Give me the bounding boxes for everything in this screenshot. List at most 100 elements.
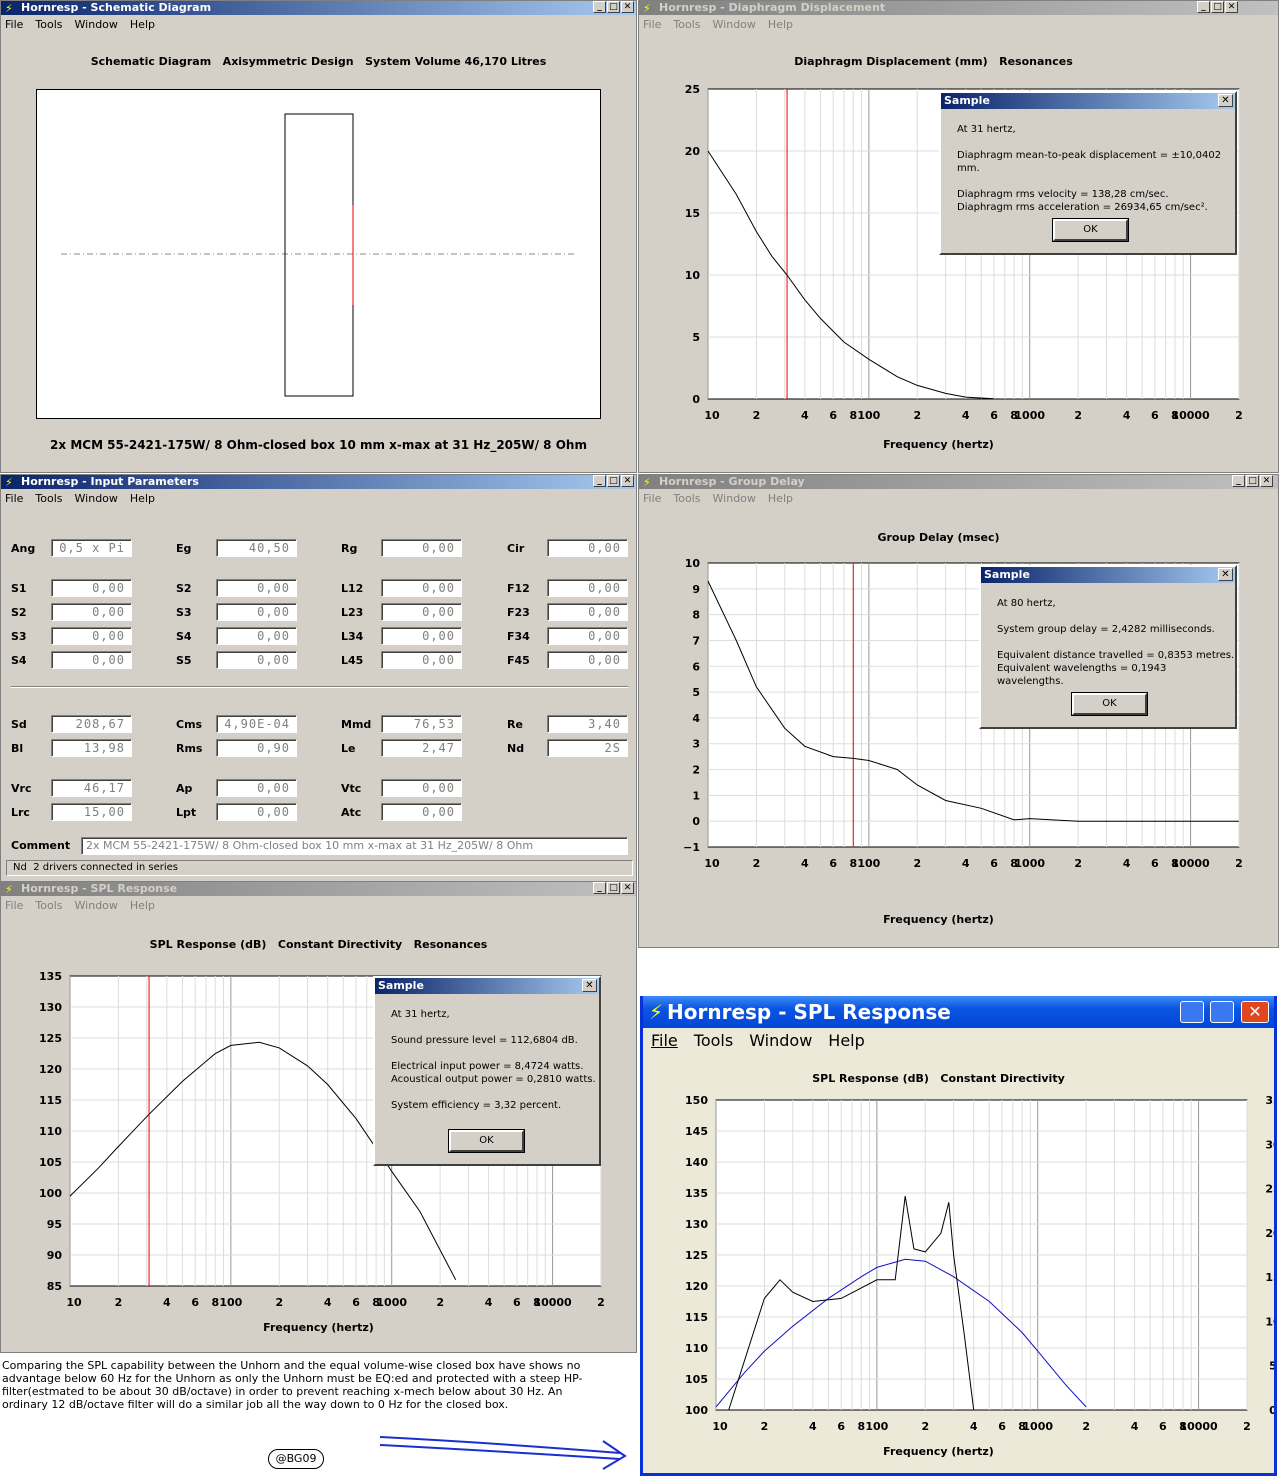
param-field[interactable]: 0,00 — [216, 779, 297, 797]
xp-titlebar[interactable]: ⚡ Hornresp - SPL Response ✕ — [643, 996, 1274, 1028]
group-delay-titlebar[interactable]: ⚡ Hornresp - Group Delay _ □ ✕ — [639, 475, 1278, 489]
minimize-button[interactable]: _ — [1232, 475, 1245, 487]
y-tick-label: 105 — [39, 1156, 62, 1169]
param-field[interactable]: 0,00 — [547, 539, 628, 557]
close-button[interactable]: ✕ — [621, 475, 634, 487]
menu-help[interactable]: Help — [129, 18, 155, 31]
minimize-button[interactable]: _ — [593, 475, 606, 487]
dialog-title[interactable]: Sample ✕ — [941, 93, 1235, 109]
param-field[interactable]: 0,00 — [216, 651, 297, 669]
param-field[interactable]: 13,98 — [51, 739, 132, 757]
menu-tools[interactable]: Tools — [673, 492, 701, 505]
param-field[interactable]: 15,00 — [51, 803, 132, 821]
param-field[interactable]: 0,00 — [216, 603, 297, 621]
ok-button[interactable]: OK — [448, 1129, 525, 1153]
dialog-title[interactable]: Sample ✕ — [981, 567, 1235, 583]
param-label: F23 — [507, 606, 530, 619]
param-field[interactable]: 0,00 — [381, 651, 462, 669]
minimize-button[interactable]: _ — [1197, 1, 1210, 13]
menu-file[interactable]: File — [643, 492, 662, 505]
param-field[interactable]: 0,00 — [51, 603, 132, 621]
displacement-titlebar[interactable]: ⚡ Hornresp - Diaphragm Displacement _ □ ✕ — [639, 1, 1278, 15]
param-field[interactable]: 0,00 — [547, 627, 628, 645]
menu-tools[interactable]: Tools — [35, 899, 63, 912]
schematic-titlebar[interactable]: ⚡ Hornresp - Schematic Diagram _ □ ✕ — [1, 1, 636, 15]
maximize-button[interactable]: □ — [607, 1, 620, 13]
maximize-button[interactable]: □ — [1211, 1, 1224, 13]
x-tick-label: 4 — [163, 1296, 171, 1309]
menu-file[interactable]: File — [643, 18, 662, 31]
menu-tools[interactable]: Tools — [693, 1031, 734, 1050]
param-field[interactable]: 2,47 — [381, 739, 462, 757]
param-field[interactable]: 3,40 — [547, 715, 628, 733]
close-button[interactable]: ✕ — [1225, 1, 1238, 13]
param-field[interactable]: 4,90E-04 — [216, 715, 297, 733]
close-button[interactable]: ✕ — [1241, 1001, 1269, 1023]
menu-file[interactable]: File — [5, 899, 24, 912]
param-field[interactable]: 2S — [547, 739, 628, 757]
dialog-close-button[interactable]: ✕ — [582, 979, 597, 992]
dialog-title[interactable]: Sample ✕ — [375, 978, 599, 994]
param-field[interactable]: 0,5 x Pi — [51, 539, 132, 557]
param-field[interactable]: 0,00 — [381, 803, 462, 821]
close-button[interactable]: ✕ — [621, 882, 634, 894]
param-field[interactable]: 0,00 — [381, 539, 462, 557]
menu-file[interactable]: File — [5, 492, 24, 505]
maximize-button[interactable]: □ — [607, 882, 620, 894]
dialog-close-button[interactable]: ✕ — [1218, 94, 1233, 107]
param-field[interactable]: 0,00 — [216, 803, 297, 821]
minimize-button[interactable]: _ — [593, 882, 606, 894]
param-field[interactable]: 0,00 — [216, 627, 297, 645]
maximize-button[interactable] — [1210, 1001, 1234, 1023]
x-tick-label: 10000 — [1171, 857, 1210, 870]
x-tick-label: 6 — [837, 1420, 845, 1433]
menu-help[interactable]: Help — [129, 492, 155, 505]
menu-tools[interactable]: Tools — [35, 492, 63, 505]
menu-window[interactable]: Window — [74, 899, 118, 912]
param-field[interactable]: 0,00 — [216, 579, 297, 597]
maximize-button[interactable]: □ — [607, 475, 620, 487]
param-field[interactable]: 40,50 — [216, 539, 297, 557]
param-field[interactable]: 0,00 — [51, 627, 132, 645]
menu-tools[interactable]: Tools — [673, 18, 701, 31]
param-field[interactable]: 208,67 — [51, 715, 132, 733]
close-button[interactable]: ✕ — [1260, 475, 1273, 487]
ok-button[interactable]: OK — [1052, 218, 1129, 242]
dialog-line: Equivalent distance travelled = 0,8353 m… — [997, 650, 1235, 661]
param-field[interactable]: 76,53 — [381, 715, 462, 733]
minimize-button[interactable]: _ — [593, 1, 606, 13]
param-field[interactable]: 0,90 — [216, 739, 297, 757]
menu-window[interactable]: Window — [749, 1031, 813, 1050]
param-field[interactable]: 0,00 — [381, 627, 462, 645]
param-label: Cir — [507, 542, 525, 555]
param-field[interactable]: 0,00 — [51, 579, 132, 597]
spl-titlebar[interactable]: ⚡ Hornresp - SPL Response _ □ ✕ — [1, 882, 636, 896]
param-field[interactable]: 0,00 — [381, 579, 462, 597]
input-titlebar[interactable]: ⚡ Hornresp - Input Parameters _ □ ✕ — [1, 475, 636, 489]
ok-button[interactable]: OK — [1071, 692, 1148, 716]
menu-file[interactable]: File — [651, 1031, 678, 1050]
param-field[interactable]: 0,00 — [547, 579, 628, 597]
param-field[interactable]: 0,00 — [547, 651, 628, 669]
menu-help[interactable]: Help — [828, 1031, 865, 1050]
menu-tools[interactable]: Tools — [35, 18, 63, 31]
comment-field[interactable]: 2x MCM 55-2421-175W/ 8 Ohm-closed box 10… — [81, 837, 628, 855]
param-field[interactable]: 0,00 — [381, 779, 462, 797]
menu-help[interactable]: Help — [767, 18, 793, 31]
maximize-button[interactable]: □ — [1246, 475, 1259, 487]
menu-window[interactable]: Window — [74, 492, 118, 505]
menu-window[interactable]: Window — [74, 18, 118, 31]
param-field[interactable]: 0,00 — [547, 603, 628, 621]
param-field[interactable]: 0,00 — [51, 651, 132, 669]
menu-window[interactable]: Window — [712, 492, 756, 505]
minimize-button[interactable] — [1180, 1001, 1204, 1023]
menu-help[interactable]: Help — [129, 899, 155, 912]
dialog-close-button[interactable]: ✕ — [1218, 568, 1233, 581]
param-field[interactable]: 0,00 — [381, 603, 462, 621]
menu-file[interactable]: File — [5, 18, 24, 31]
close-button[interactable]: ✕ — [621, 1, 634, 13]
menu-help[interactable]: Help — [767, 492, 793, 505]
menu-window[interactable]: Window — [712, 18, 756, 31]
y-tick-label: 100 — [39, 1187, 62, 1200]
param-field[interactable]: 46,17 — [51, 779, 132, 797]
